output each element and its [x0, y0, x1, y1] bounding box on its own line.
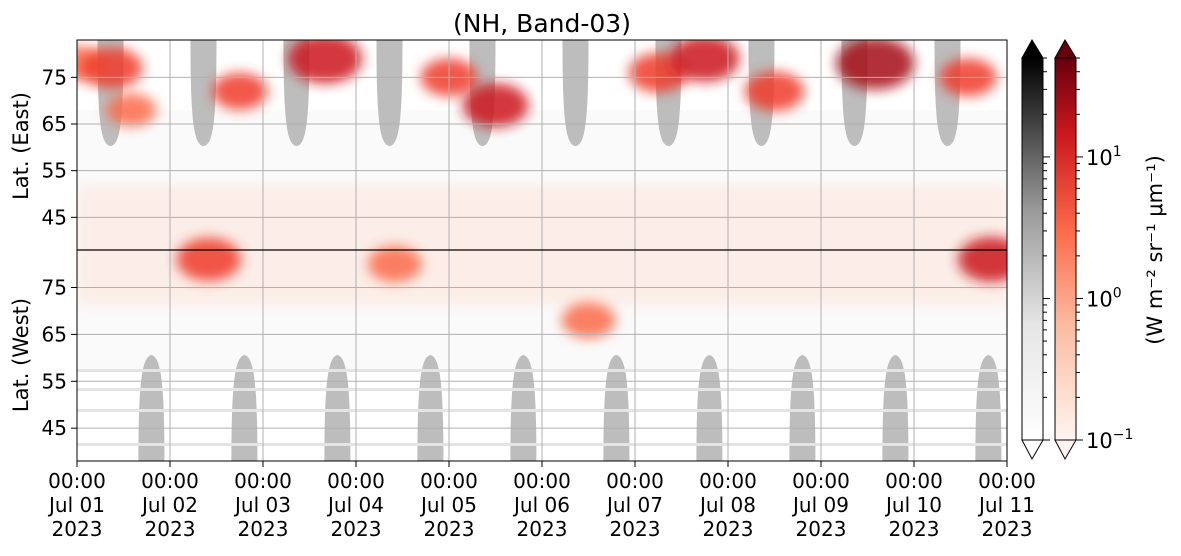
colorbar-tick-label: 10−1 [1086, 427, 1133, 453]
y-axis-ticks: 45 55 65 75 75 65 55 45 [42, 65, 77, 440]
x-tick-label: 00:00 [141, 469, 199, 493]
y-tick-label: 75 [42, 65, 67, 89]
intensity-patch [744, 71, 805, 112]
x-tick-label: Jul 06 [512, 493, 570, 517]
y-tick-label: 65 [42, 112, 67, 136]
intensity-patch [211, 72, 268, 110]
x-tick-label: 00:00 [885, 469, 943, 493]
x-tick-label: Jul 02 [140, 493, 198, 517]
y-tick-label: 55 [42, 369, 67, 393]
x-tick-label: 2023 [52, 517, 103, 541]
x-tick-label: Jul 04 [326, 493, 384, 517]
intensity-patch [561, 302, 616, 339]
x-tick-label: Jul 03 [233, 493, 291, 517]
x-tick-label: Jul 07 [605, 493, 663, 517]
x-tick-label: 00:00 [606, 469, 664, 493]
x-tick-label: 00:00 [513, 469, 571, 493]
x-tick-label: 00:00 [420, 469, 478, 493]
x-tick-label: 00:00 [792, 469, 850, 493]
y-tick-label: 45 [42, 205, 67, 229]
colorbar-ticks: 10−1 100 101 [1043, 57, 1133, 453]
intensity-patch [106, 93, 157, 127]
x-tick-label: 2023 [424, 517, 475, 541]
x-tick-label: 00:00 [978, 469, 1036, 493]
intensity-patch [670, 40, 740, 82]
intensity-patch [836, 40, 915, 90]
colorbar-reds [1054, 39, 1077, 461]
x-tick-label: 2023 [796, 517, 847, 541]
chart-title: (NH, Band-03) [453, 9, 631, 38]
plot-area [77, 40, 1007, 461]
x-tick-label: 00:00 [48, 469, 106, 493]
colorbar-tick-label: 100 [1086, 285, 1122, 311]
intensity-patch [367, 246, 422, 283]
intensity-patch [957, 236, 1007, 282]
colorbar-greys [1021, 39, 1044, 461]
x-tick-label: 00:00 [699, 469, 757, 493]
daylight-mask-east [562, 40, 589, 146]
daylight-mask-east [190, 40, 217, 146]
x-tick-label: 2023 [331, 517, 382, 541]
y-axis-label-east: Lat. (East) [9, 92, 33, 200]
intensity-patch [176, 237, 242, 281]
x-tick-label: 2023 [517, 517, 568, 541]
colorbar-label: (W m⁻² sr⁻¹ μm⁻¹) [1143, 155, 1167, 345]
x-tick-label: 2023 [610, 517, 661, 541]
x-tick-label: 00:00 [234, 469, 292, 493]
y-tick-label: 65 [42, 322, 67, 346]
x-tick-label: Jul 01 [47, 493, 105, 517]
daylight-mask-east [376, 40, 403, 146]
x-tick-label: 2023 [145, 517, 196, 541]
x-tick-label: Jul 11 [977, 493, 1035, 517]
x-tick-label: 2023 [889, 517, 940, 541]
x-tick-label: 00:00 [327, 469, 385, 493]
y-tick-label: 75 [42, 276, 67, 300]
x-tick-label: Jul 09 [791, 493, 849, 517]
y-tick-label: 45 [42, 416, 67, 440]
colorbar-tick-label: 101 [1086, 144, 1122, 170]
y-tick-label: 55 [42, 159, 67, 183]
x-tick-label: 2023 [703, 517, 754, 541]
intensity-patch [462, 83, 529, 128]
x-tick-label: 2023 [238, 517, 289, 541]
x-tick-label: 2023 [982, 517, 1033, 541]
colorbars: 10−1 100 101 (W m⁻² sr⁻¹ μm⁻¹) [1021, 39, 1167, 461]
y-axis-label-west: Lat. (West) [9, 298, 33, 412]
x-tick-label: Jul 10 [884, 493, 942, 517]
intensity-patch [287, 40, 363, 84]
x-tick-label: Jul 05 [419, 493, 477, 517]
intensity-patch [81, 47, 143, 89]
x-tick-label: Jul 08 [698, 493, 756, 517]
